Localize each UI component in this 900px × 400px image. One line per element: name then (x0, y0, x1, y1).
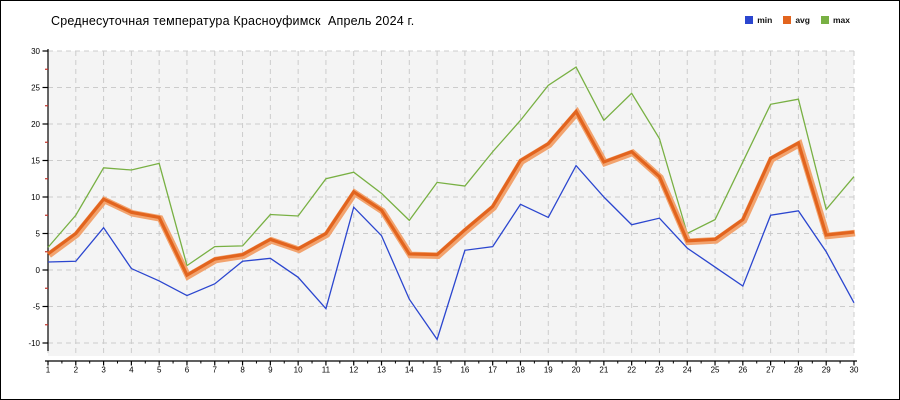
x-tick-label: 16 (460, 366, 469, 375)
y-tick-label: 15 (31, 156, 40, 165)
x-tick-label: 7 (213, 366, 218, 375)
x-tick-label: 6 (185, 366, 190, 375)
x-tick-label: 19 (544, 366, 553, 375)
x-tick-label: 5 (157, 366, 162, 375)
x-tick-label: 25 (711, 366, 720, 375)
x-tick-label: 22 (627, 366, 636, 375)
x-tick-label: 26 (738, 366, 747, 375)
plot-area (48, 51, 854, 356)
legend-label-min: min (757, 15, 773, 25)
x-tick-label: 13 (377, 366, 386, 375)
chart-title: Среднесуточная температура Красноуфимск … (51, 14, 415, 28)
y-tick-label: 25 (31, 83, 40, 92)
x-tick-label: 14 (405, 366, 414, 375)
x-tick-label: 1 (46, 366, 51, 375)
series-min-line (47, 164, 855, 341)
chart-legend: min avg max (745, 15, 850, 25)
x-tick-label: 10 (294, 366, 303, 375)
y-tick-label: -10 (28, 339, 40, 348)
y-tick-label: 5 (36, 229, 41, 238)
x-tick-label: 8 (240, 366, 245, 375)
x-tick-label: 20 (572, 366, 581, 375)
series-avg-line (47, 108, 855, 278)
x-tick-label: 15 (433, 366, 442, 375)
x-tick-label: 17 (488, 366, 497, 375)
x-tick-label: 2 (74, 366, 79, 375)
x-tick-label: 21 (599, 366, 608, 375)
x-tick-label: 9 (268, 366, 273, 375)
legend-label-avg: avg (795, 15, 810, 25)
x-tick-label: 3 (101, 366, 106, 375)
max-series-swatch (820, 16, 829, 24)
min-series-swatch (745, 16, 754, 24)
x-tick-label: 27 (766, 366, 775, 375)
y-tick-label: -5 (33, 302, 41, 311)
x-tick-label: 18 (516, 366, 525, 375)
legend-label-max: max (832, 15, 850, 25)
y-tick-label: 30 (31, 47, 40, 56)
legend-item-max: max (820, 15, 850, 25)
x-tick-label: 12 (349, 366, 358, 375)
y-tick-label: 20 (31, 120, 40, 129)
x-tick-label: 11 (322, 366, 331, 375)
x-tick-label: 28 (794, 366, 803, 375)
legend-item-min: min (745, 15, 772, 25)
x-tick-label: 30 (850, 366, 859, 375)
series-max-line (47, 66, 855, 267)
y-tick-label: 0 (36, 266, 41, 275)
x-tick-label: 29 (822, 366, 831, 375)
avg-series-swatch (783, 16, 792, 24)
x-tick-label: 23 (655, 366, 664, 375)
x-tick-label: 24 (683, 366, 692, 375)
y-tick-label: 10 (31, 193, 40, 202)
x-tick-label: 4 (129, 366, 134, 375)
legend-item-avg: avg (783, 15, 810, 25)
